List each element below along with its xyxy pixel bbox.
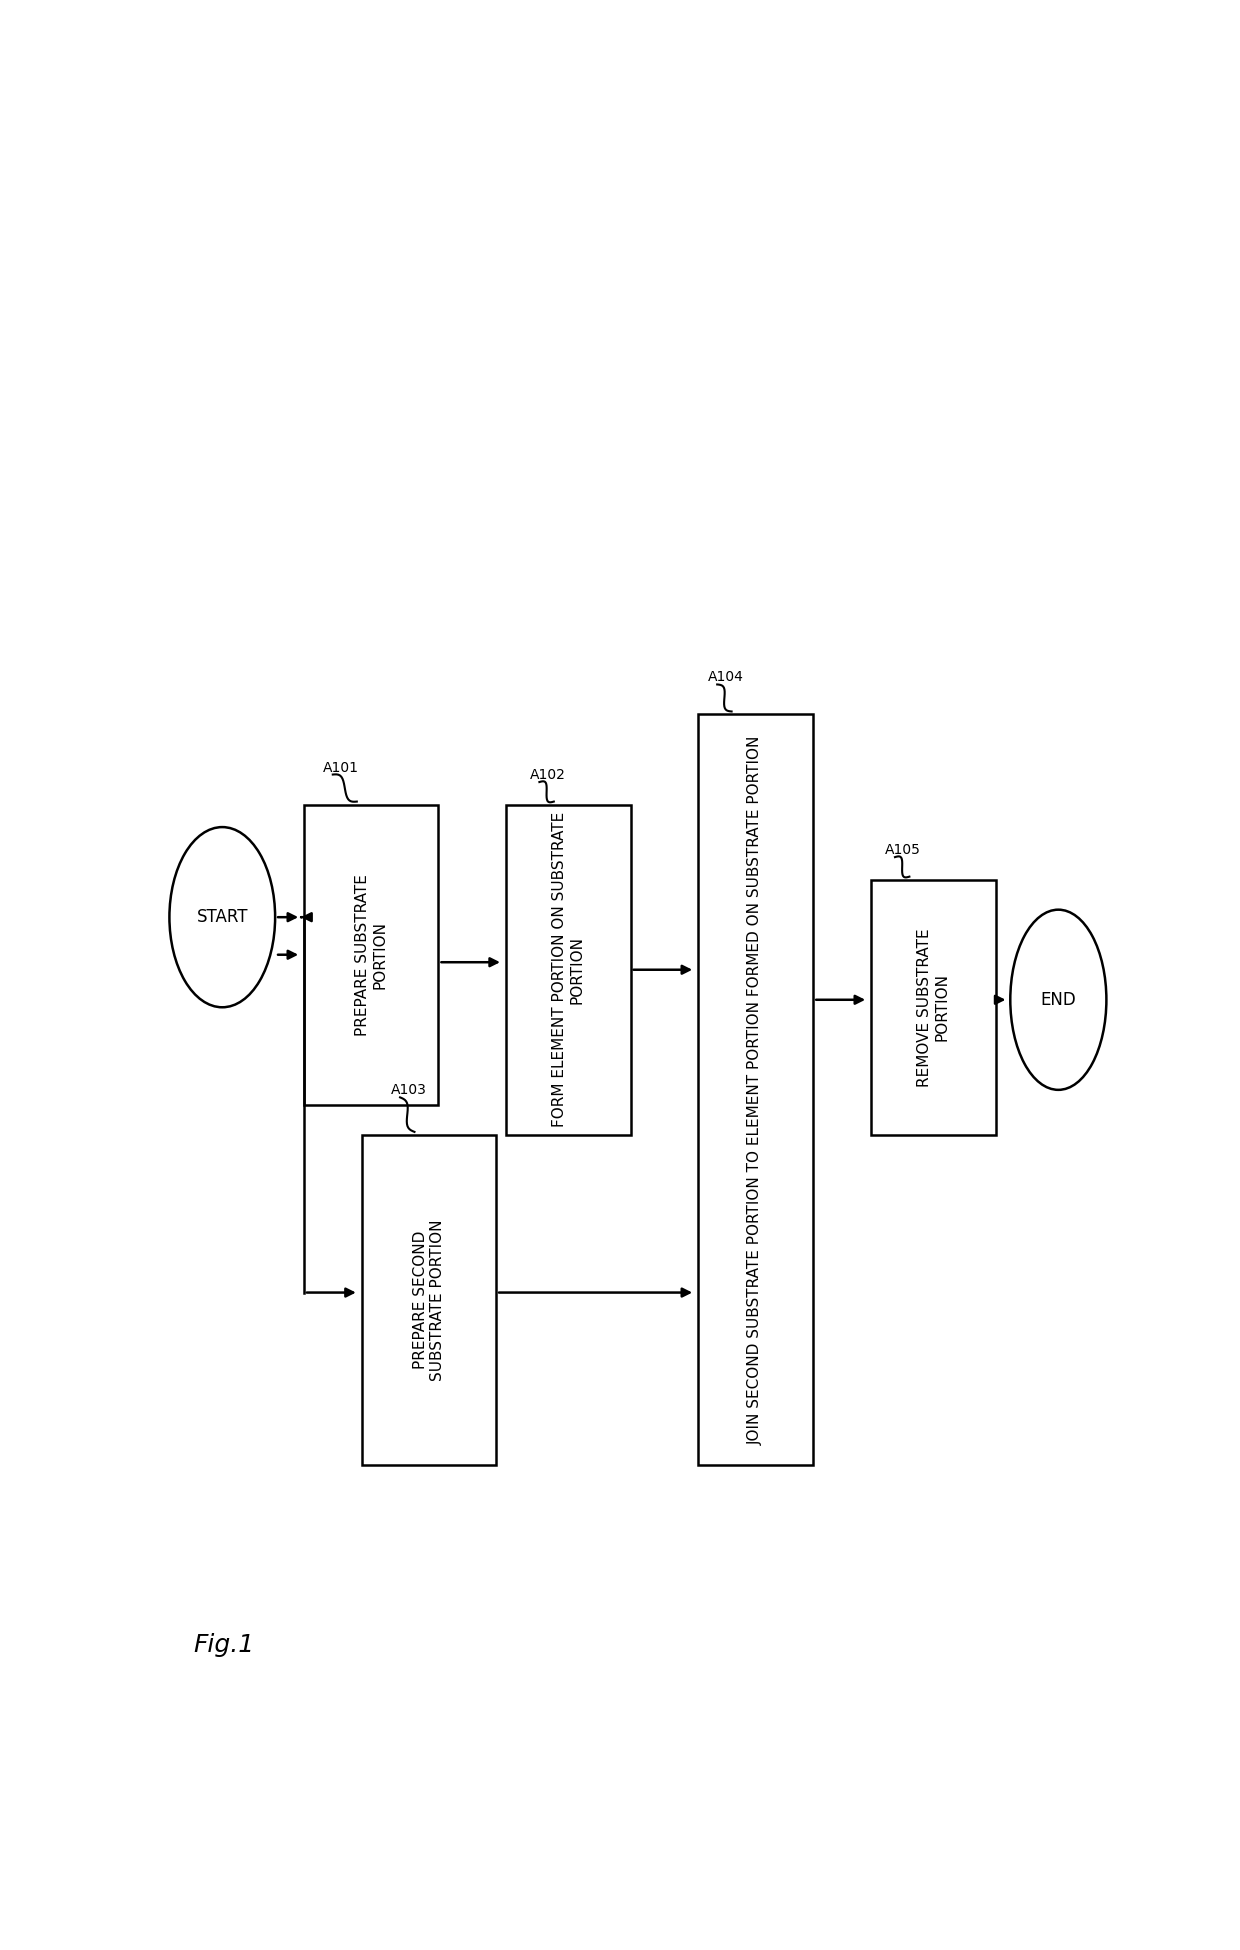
Text: END: END — [1040, 991, 1076, 1008]
Bar — [870, 879, 996, 1135]
Text: A102: A102 — [529, 768, 565, 782]
Ellipse shape — [1011, 909, 1106, 1090]
Text: JOIN SECOND SUBSTRATE PORTION TO ELEMENT PORTION FORMED ON SUBSTRATE PORTION: JOIN SECOND SUBSTRATE PORTION TO ELEMENT… — [748, 735, 763, 1445]
Text: PREPARE SECOND
SUBSTRATE PORTION: PREPARE SECOND SUBSTRATE PORTION — [413, 1219, 445, 1381]
Bar — [698, 714, 813, 1464]
Text: A103: A103 — [391, 1084, 427, 1098]
Text: PREPARE SUBSTRATE
PORTION: PREPARE SUBSTRATE PORTION — [355, 874, 387, 1035]
Text: START: START — [196, 909, 248, 926]
Text: REMOVE SUBSTRATE
PORTION: REMOVE SUBSTRATE PORTION — [918, 928, 950, 1086]
Ellipse shape — [170, 827, 275, 1008]
Text: A104: A104 — [708, 671, 744, 684]
Bar — [304, 805, 439, 1106]
Text: A101: A101 — [324, 760, 360, 774]
Text: A105: A105 — [885, 842, 921, 858]
Bar — [506, 805, 631, 1135]
Text: FORM ELEMENT PORTION ON SUBSTRATE
PORTION: FORM ELEMENT PORTION ON SUBSTRATE PORTIO… — [552, 811, 584, 1127]
Text: Fig.1: Fig.1 — [193, 1634, 254, 1658]
Bar — [362, 1135, 496, 1464]
